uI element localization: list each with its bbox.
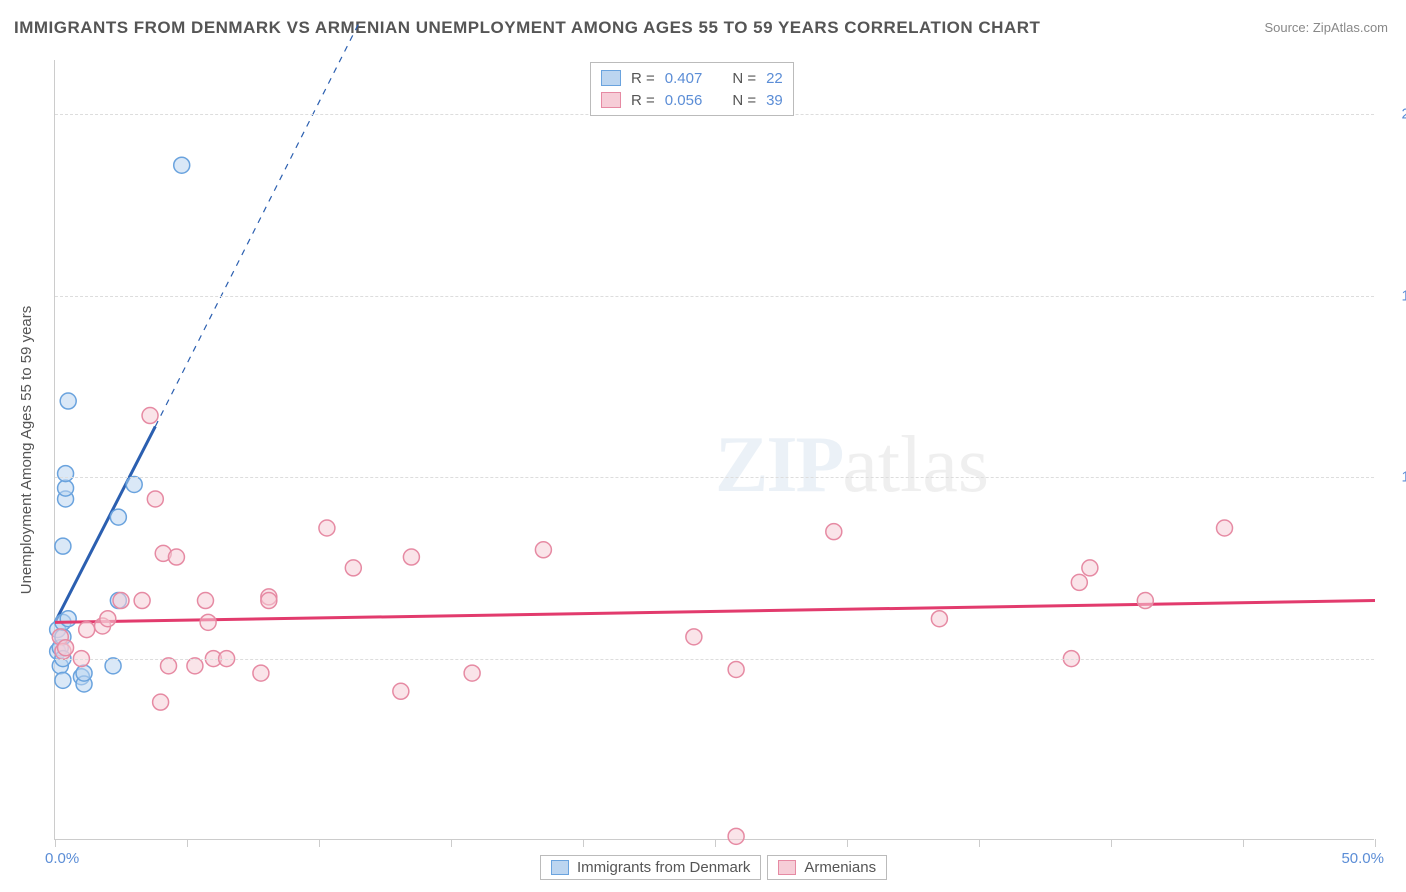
data-point-armenians xyxy=(147,491,163,507)
x-tick xyxy=(1111,839,1112,847)
legend-item-denmark: Immigrants from Denmark xyxy=(540,855,761,880)
data-point-denmark xyxy=(58,480,74,496)
data-point-armenians xyxy=(253,665,269,681)
data-point-armenians xyxy=(261,593,277,609)
x-tick xyxy=(583,839,584,847)
data-point-armenians xyxy=(200,614,216,630)
legend-label: Armenians xyxy=(804,859,876,876)
legend-swatch-armenians xyxy=(778,860,796,875)
data-point-armenians xyxy=(393,683,409,699)
data-point-armenians xyxy=(142,408,158,424)
data-point-denmark xyxy=(60,393,76,409)
r-value: 0.407 xyxy=(665,70,703,87)
x-tick xyxy=(319,839,320,847)
r-label: R = xyxy=(631,92,655,109)
data-point-armenians xyxy=(403,549,419,565)
legend-row-2: R = 0.056 N = 39 xyxy=(601,89,783,111)
x-tick xyxy=(55,839,56,847)
data-point-armenians xyxy=(319,520,335,536)
data-point-armenians xyxy=(161,658,177,674)
data-point-armenians xyxy=(1137,593,1153,609)
n-label: N = xyxy=(732,70,756,87)
data-point-armenians xyxy=(168,549,184,565)
data-point-armenians xyxy=(1071,574,1087,590)
data-point-armenians xyxy=(345,560,361,576)
data-point-denmark xyxy=(105,658,121,674)
gridline-h xyxy=(55,659,1374,660)
r-value: 0.056 xyxy=(665,92,703,109)
legend-swatch-denmark xyxy=(551,860,569,875)
chart-svg xyxy=(55,60,1374,839)
data-point-denmark xyxy=(76,665,92,681)
data-point-denmark xyxy=(55,672,71,688)
data-point-armenians xyxy=(464,665,480,681)
source-label: Source: ZipAtlas.com xyxy=(1264,20,1388,35)
data-point-denmark xyxy=(58,466,74,482)
data-point-armenians xyxy=(153,694,169,710)
data-point-armenians xyxy=(134,593,150,609)
trend-line-dash-denmark xyxy=(155,24,358,427)
n-value: 22 xyxy=(766,70,783,87)
data-point-armenians xyxy=(113,593,129,609)
data-point-armenians xyxy=(197,593,213,609)
data-point-denmark xyxy=(174,157,190,173)
data-point-denmark xyxy=(55,538,71,554)
r-label: R = xyxy=(631,70,655,87)
x-tick-label: 0.0% xyxy=(45,850,79,867)
plot-area: ZIPatlas 5.0%10.0%15.0%20.0%0.0%50.0% xyxy=(54,60,1374,840)
data-point-armenians xyxy=(931,611,947,627)
x-tick-label: 50.0% xyxy=(1341,850,1384,867)
n-value: 39 xyxy=(766,92,783,109)
legend-series: Immigrants from Denmark Armenians xyxy=(540,855,887,880)
x-tick xyxy=(1243,839,1244,847)
y-tick-label: 20.0% xyxy=(1384,106,1406,123)
data-point-armenians xyxy=(1082,560,1098,576)
y-tick-label: 15.0% xyxy=(1384,287,1406,304)
x-tick xyxy=(451,839,452,847)
legend-row-1: R = 0.407 N = 22 xyxy=(601,67,783,89)
x-tick xyxy=(1375,839,1376,847)
data-point-denmark xyxy=(110,509,126,525)
legend-label: Immigrants from Denmark xyxy=(577,859,750,876)
gridline-h xyxy=(55,477,1374,478)
data-point-denmark xyxy=(126,476,142,492)
legend-correlation: R = 0.407 N = 22 R = 0.056 N = 39 xyxy=(590,62,794,116)
data-point-armenians xyxy=(535,542,551,558)
y-tick-label: 5.0% xyxy=(1384,650,1406,667)
data-point-armenians xyxy=(728,661,744,677)
data-point-armenians xyxy=(58,640,74,656)
trend-line-armenians xyxy=(55,601,1375,623)
x-tick xyxy=(847,839,848,847)
data-point-denmark xyxy=(60,611,76,627)
y-axis-label: Unemployment Among Ages 55 to 59 years xyxy=(18,306,35,595)
chart-title: IMMIGRANTS FROM DENMARK VS ARMENIAN UNEM… xyxy=(14,18,1040,38)
data-point-armenians xyxy=(100,611,116,627)
legend-swatch-2 xyxy=(601,92,621,108)
gridline-h xyxy=(55,296,1374,297)
n-label: N = xyxy=(732,92,756,109)
data-point-armenians xyxy=(1217,520,1233,536)
legend-swatch-1 xyxy=(601,70,621,86)
x-tick xyxy=(715,839,716,847)
y-tick-label: 10.0% xyxy=(1384,469,1406,486)
x-tick xyxy=(187,839,188,847)
data-point-armenians xyxy=(728,828,744,844)
data-point-armenians xyxy=(826,524,842,540)
data-point-armenians xyxy=(79,622,95,638)
legend-item-armenians: Armenians xyxy=(767,855,887,880)
x-tick xyxy=(979,839,980,847)
data-point-armenians xyxy=(686,629,702,645)
data-point-armenians xyxy=(187,658,203,674)
